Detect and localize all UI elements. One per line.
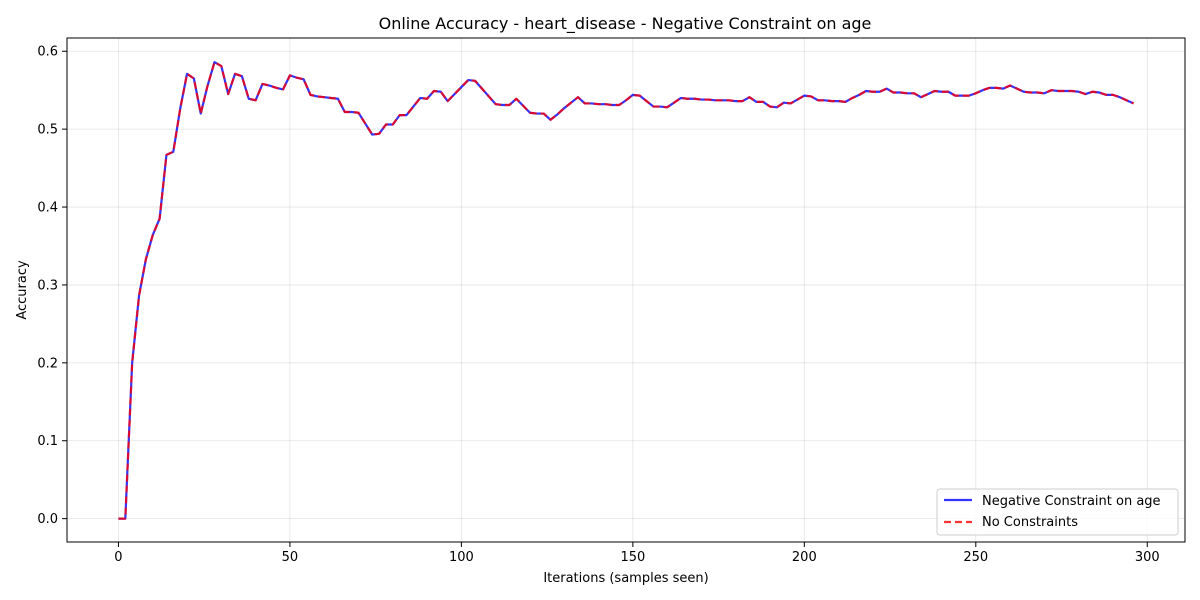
- legend-box: [936, 488, 1179, 536]
- series-line-no-constraints: [118, 61, 1135, 520]
- x-tick-label: 150: [620, 550, 645, 565]
- x-tick-label: 50: [282, 550, 299, 565]
- y-tick-label: 0.3: [37, 278, 58, 293]
- chart-title: Online Accuracy - heart_disease - Negati…: [379, 14, 872, 34]
- y-axis-ticks: 0.0 0.1 0.2 0.3 0.4 0.5 0.6: [37, 45, 67, 527]
- series-lines: [118, 61, 1135, 520]
- legend: Negative Constraint on age No Constraint…: [936, 488, 1179, 536]
- x-axis-label: Iterations (samples seen): [543, 571, 708, 586]
- x-tick-label: 300: [1135, 550, 1160, 565]
- y-axis-label: Accuracy: [15, 260, 30, 320]
- x-tick-label: 100: [449, 550, 474, 565]
- legend-label-negative-constraint: Negative Constraint on age: [982, 494, 1161, 509]
- y-tick-label: 0.5: [37, 123, 58, 138]
- x-tick-label: 200: [792, 550, 817, 565]
- y-tick-label: 0.0: [37, 512, 58, 527]
- legend-label-no-constraints: No Constraints: [982, 515, 1078, 530]
- y-tick-label: 0.1: [37, 434, 58, 449]
- y-tick-label: 0.2: [37, 356, 58, 371]
- x-tick-label: 250: [963, 550, 988, 565]
- x-tick-label: 0: [114, 550, 122, 565]
- plot-frame: [66, 37, 1186, 543]
- x-axis-ticks: 0 50 100 150 200 250 300: [114, 542, 1160, 565]
- y-tick-label: 0.6: [37, 45, 58, 60]
- grid: [67, 38, 1185, 542]
- y-tick-label: 0.4: [37, 201, 58, 216]
